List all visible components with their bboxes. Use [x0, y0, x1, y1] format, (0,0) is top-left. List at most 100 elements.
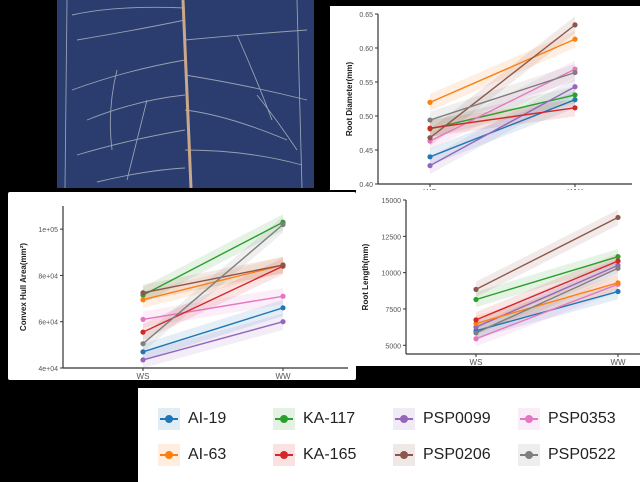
series-line-KA-117	[475, 255, 619, 301]
y-tick-label: 0.45	[359, 148, 373, 155]
root-length-chart: 5000 7500 10000 12500 15000 WS WW Root Length(m…	[361, 198, 640, 367]
y-tick-label: 7500	[385, 307, 401, 314]
legend-item: AI-63	[158, 444, 226, 466]
convex-hull-area-chart: 4e+04 6e+04 8e+04 1e+05 WS WW Convex Hull Area…	[19, 206, 348, 381]
root-length-panel: 5000 7500 10000 12500 15000 WS WW Root Length(m…	[356, 190, 640, 367]
data-point-PSP0353-WS	[140, 316, 146, 322]
y-tick-label: 0.40	[359, 182, 373, 189]
main-root	[181, 0, 193, 188]
legend-label: PSP0099	[423, 410, 491, 427]
series-line-KA-165	[429, 107, 576, 129]
y-tick-label: 15000	[382, 198, 402, 205]
y-tick-label: 5000	[385, 343, 401, 350]
data-point-AI-63-WS	[140, 297, 146, 303]
legend-item: PSP0206	[393, 444, 491, 466]
x-tick-label: WW	[275, 372, 291, 380]
legend-key-icon	[393, 444, 415, 466]
data-point-AI-63-WS	[427, 99, 433, 105]
data-point-PSP0206-WS	[140, 290, 146, 296]
data-point-PSP0206-WW	[572, 22, 578, 28]
x-tick-label: WS	[470, 358, 483, 366]
y-tick-label: 0.65	[359, 12, 373, 19]
x-tick-label: WW	[610, 358, 626, 366]
series-line-KA-165	[142, 265, 284, 333]
legend-label: KA-117	[303, 410, 356, 427]
y-tick-label: 0.55	[359, 80, 373, 87]
series-line-PSP0099	[142, 321, 284, 361]
data-point-PSP0206-WW	[280, 262, 286, 268]
series-line-PSP0353	[142, 295, 284, 321]
legend-key-icon	[158, 408, 180, 430]
series-line-PSP0206	[142, 264, 284, 294]
series-line-KA-165	[475, 260, 619, 321]
data-point-AI-63-WW	[615, 280, 621, 286]
data-point-AI-63-WS	[473, 320, 479, 327]
legend-key-icon	[518, 444, 540, 466]
data-point-PSP0522-WS	[427, 117, 433, 123]
data-point-PSP0206-WW	[615, 214, 621, 221]
series-line-PSP0353	[475, 283, 619, 340]
y-tick-label: 10000	[382, 271, 402, 278]
legend-key-icon	[273, 444, 295, 466]
root-diameter-panel: 0.400.450.500.550.600.65WSWWRoot Diamete…	[330, 6, 640, 197]
series-line-PSP0522	[475, 267, 619, 334]
data-point-AI-19-WS	[427, 154, 433, 160]
data-point-AI-19-WW	[572, 97, 578, 103]
data-point-KA-165-WS	[140, 329, 146, 335]
legend-item: KA-117	[273, 408, 355, 430]
legend-item: KA-165	[273, 444, 356, 466]
data-point-PSP0522-WS	[140, 341, 146, 347]
data-point-KA-165-WS	[427, 125, 433, 131]
legend-label: AI-63	[188, 446, 227, 463]
y-tick-label: 4e+04	[38, 366, 58, 373]
data-point-PSP0099-WS	[473, 324, 479, 330]
data-point-AI-19-WW	[615, 288, 621, 295]
legend-label: KA-165	[303, 446, 357, 463]
data-point-AI-19-WW	[280, 305, 286, 311]
legend-label: PSP0206	[423, 446, 491, 463]
root-diameter-chart: 0.400.450.500.550.600.65WSWWRoot Diamete…	[345, 12, 632, 197]
data-point-PSP0099-WS	[140, 357, 146, 363]
data-point-KA-117-WS	[473, 296, 479, 303]
legend-label: AI-19	[188, 410, 227, 427]
x-tick-label: WS	[137, 372, 150, 380]
series-line-PSP0522	[142, 223, 284, 345]
data-point-PSP0099-WW	[572, 84, 578, 90]
data-point-PSP0099-WW	[280, 319, 286, 325]
data-point-KA-165-WW	[615, 258, 621, 264]
data-point-PSP0522-WW	[615, 265, 621, 271]
legend-key-icon	[273, 408, 295, 430]
data-point-KA-165-WS	[473, 317, 479, 323]
y-tick-label: 0.60	[359, 46, 373, 53]
data-point-PSP0522-WW	[572, 69, 578, 76]
chart-legend: AI-19 KA-117 PSP0099 PSP0353 AI-63 KA-16…	[138, 388, 640, 482]
legend-item: PSP0522	[518, 444, 616, 466]
data-point-KA-117-WW	[615, 254, 621, 260]
y-tick-label: 8e+04	[38, 273, 58, 280]
series-line-PSP0522	[429, 71, 576, 121]
legend-item: PSP0099	[393, 408, 491, 430]
legend-label: PSP0522	[548, 446, 616, 463]
y-tick-label: 1e+05	[38, 227, 58, 234]
data-point-KA-165-WW	[572, 105, 578, 111]
data-point-PSP0522-WW	[280, 221, 286, 228]
y-tick-label: 0.50	[359, 114, 373, 121]
legend-label: PSP0353	[548, 410, 616, 427]
legend-item: PSP0353	[518, 408, 616, 430]
y-axis-label: Root Length(mm)	[361, 243, 370, 310]
legend-key-icon	[393, 408, 415, 430]
data-point-AI-19-WS	[140, 349, 146, 355]
series-line-AI-19	[429, 99, 576, 158]
series-line-AI-63	[475, 282, 619, 325]
legend-key-icon	[518, 408, 540, 430]
series-line-PSP0206	[429, 24, 576, 139]
data-point-PSP0353-WW	[280, 293, 286, 299]
legend-item: AI-19	[158, 408, 226, 430]
legend-key-icon	[158, 444, 180, 466]
root-system-photo	[57, 0, 314, 188]
series-line-AI-19	[142, 307, 284, 353]
root-photo-drawing	[57, 0, 314, 188]
data-point-PSP0099-WS	[427, 163, 433, 169]
data-point-PSP0206-WS	[427, 135, 433, 141]
y-axis-label: Convex Hull Area(mm²)	[19, 243, 28, 332]
